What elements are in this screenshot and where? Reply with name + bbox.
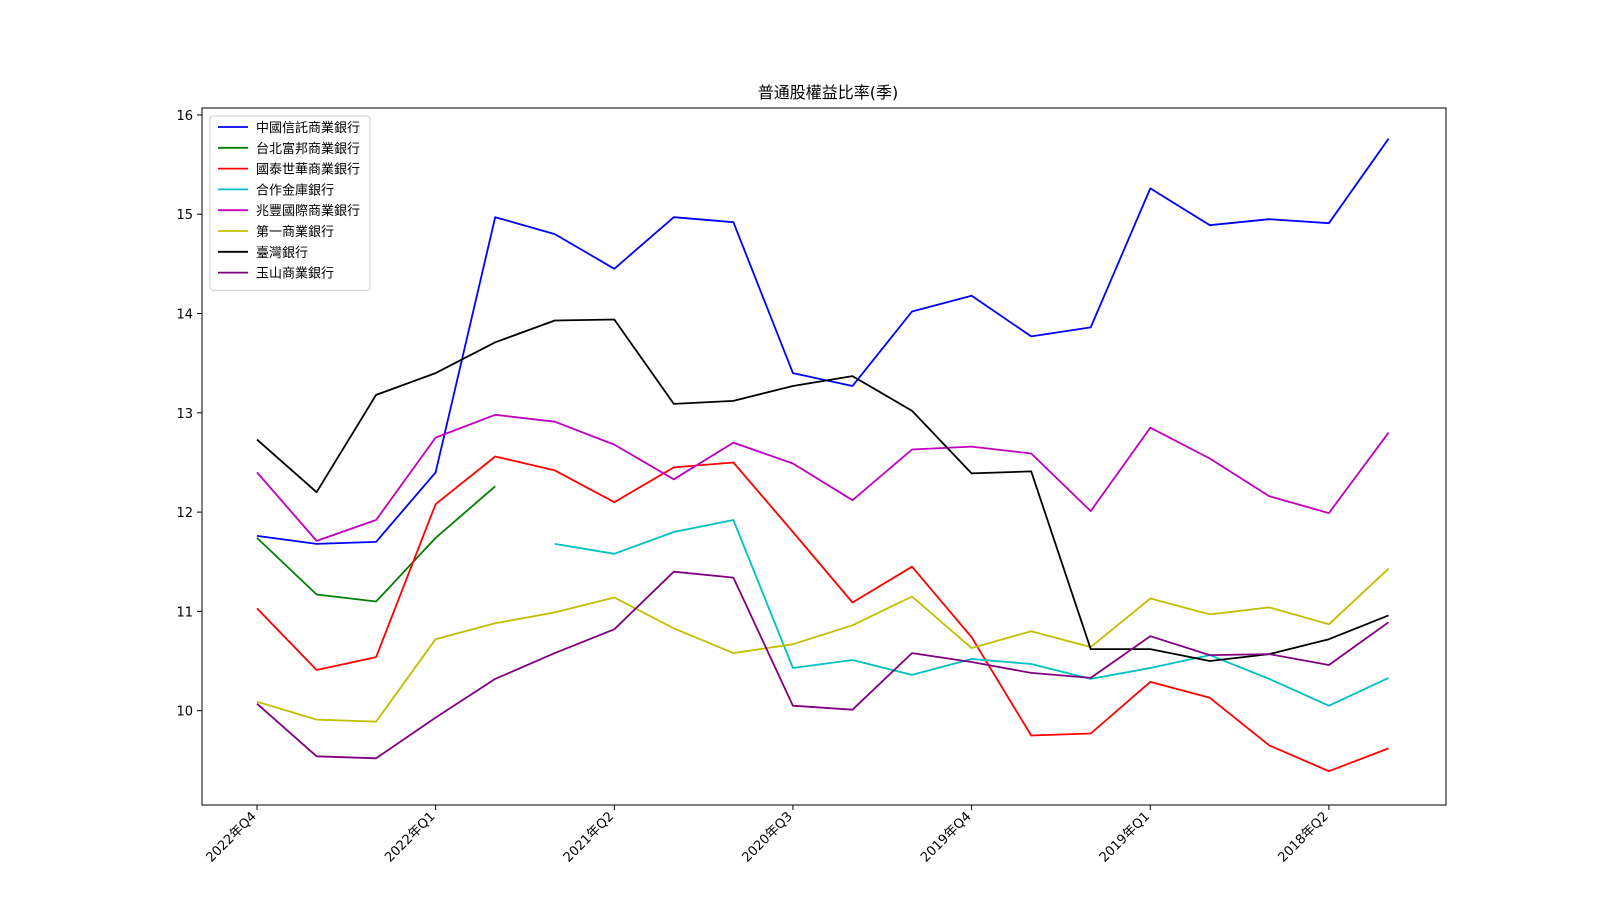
legend-label: 中國信託商業銀行 [256, 120, 360, 136]
y-tick-label: 12 [176, 506, 193, 521]
legend-label: 兆豐國際商業銀行 [256, 203, 360, 219]
chart-title: 普通股權益比率(季) [758, 83, 899, 102]
series-line [256, 318, 1389, 662]
series-3 [256, 455, 1389, 773]
y-tick-label: 10 [176, 705, 193, 720]
series-line [256, 455, 1389, 773]
axes-frame [201, 107, 1447, 806]
legend: 中國信託商業銀行台北富邦商業銀行國泰世華商業銀行合作金庫銀行兆豐國際商業銀行第一… [209, 115, 371, 291]
legend-label: 國泰世華商業銀行 [256, 162, 360, 178]
legend-label: 合作金庫銀行 [256, 182, 334, 198]
series-line [256, 138, 1390, 545]
y-tick-label: 13 [176, 407, 193, 422]
series-2 [256, 485, 496, 603]
series-4 [554, 519, 1389, 707]
legend-label: 玉山商業銀行 [256, 266, 334, 282]
series-6 [256, 568, 1390, 723]
y-tick-label: 16 [176, 109, 193, 124]
series-8 [256, 570, 1390, 760]
series-line [256, 570, 1390, 760]
y-tick-label: 15 [176, 208, 193, 223]
series-5 [256, 413, 1390, 542]
series-7 [256, 318, 1389, 662]
series-line [554, 519, 1389, 707]
legend-label: 台北富邦商業銀行 [256, 141, 360, 157]
y-tick-label: 11 [176, 605, 193, 620]
series-line [256, 485, 496, 603]
series-1 [256, 138, 1390, 545]
legend-label: 臺灣銀行 [256, 246, 308, 261]
series-line [256, 568, 1390, 723]
legend-label: 第一商業銀行 [256, 224, 334, 240]
legend-box [209, 115, 371, 291]
series-line [256, 413, 1390, 542]
y-tick-label: 14 [176, 308, 193, 323]
